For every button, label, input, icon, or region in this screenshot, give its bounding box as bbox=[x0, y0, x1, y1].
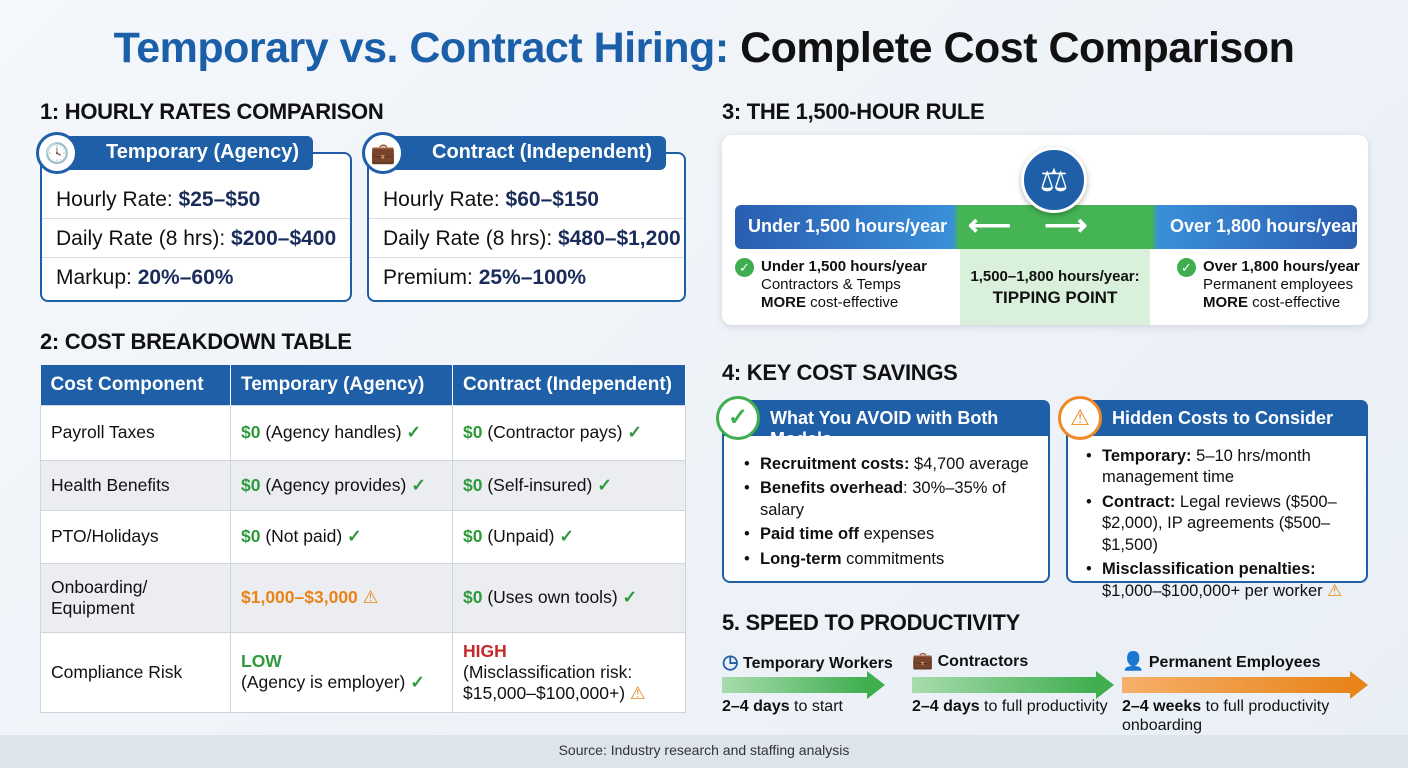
clock-icon: 🕓 bbox=[36, 132, 78, 174]
table-row: Health Benefits $0 (Agency provides) ✓ $0 … bbox=[40, 459, 686, 511]
rate-row: Hourly Rate: $60–$150 bbox=[369, 180, 684, 219]
hidden-costs-header: Hidden Costs to Consider bbox=[1066, 400, 1368, 436]
contractors-arrow bbox=[912, 671, 1114, 699]
contract-rates-card: Hourly Rate: $60–$150 Daily Rate (8 hrs)… bbox=[367, 152, 686, 302]
briefcase-icon: 💼 bbox=[362, 132, 404, 174]
check-icon: ✓ bbox=[347, 526, 362, 546]
contractors-speed: 2–4 days to full productivity bbox=[912, 698, 1108, 715]
column-header: Cost Component bbox=[40, 365, 231, 405]
over-band-label: Over 1,800 hours/year bbox=[1170, 216, 1359, 236]
rate-row: Markup: 20%–60% bbox=[56, 266, 234, 289]
permanent-employees-label: 👤 Permanent Employees bbox=[1122, 651, 1321, 671]
list-item: Recruitment costs: $4,700 average bbox=[744, 454, 1036, 476]
section1-heading: 1: HOURLY RATES COMPARISON bbox=[40, 99, 384, 124]
rate-row: Daily Rate (8 hrs): $480–$1,200 bbox=[369, 219, 684, 258]
table-row: PTO/Holidays $0 (Not paid) ✓ $0 (Unpaid) ✓ bbox=[40, 509, 686, 564]
temporary-speed: 2–4 days to start bbox=[722, 698, 843, 715]
rate-row: Hourly Rate: $25–$50 bbox=[42, 180, 350, 219]
list-item: Long-term commitments bbox=[744, 549, 1036, 571]
check-icon: ✓ bbox=[627, 422, 643, 442]
temporary-workers-label: ◷ Temporary Workers bbox=[722, 652, 893, 673]
check-icon: ✓ bbox=[406, 422, 422, 442]
list-item: Misclassification penalties: $1,000–$100… bbox=[1086, 559, 1358, 602]
tipping-point-text: 1,500–1,800 hours/year: TIPPING POINT bbox=[970, 268, 1140, 307]
list-item: Temporary: 5–10 hrs/month management tim… bbox=[1086, 446, 1358, 489]
permanent-speed: 2–4 weeks to full productivity onboardin… bbox=[1122, 698, 1330, 735]
rate-row: Premium: 25%–100% bbox=[383, 266, 587, 289]
column-header: Contract (Independent) bbox=[452, 365, 686, 405]
page-title: Temporary vs. Contract Hiring: Complete … bbox=[113, 24, 1295, 72]
contract-tab: Contract (Independent) bbox=[386, 136, 666, 170]
check-icon: ✓ bbox=[410, 672, 425, 692]
list-item: Contract: Legal reviews ($500–$2,000), I… bbox=[1086, 492, 1358, 556]
section3-heading: 3: THE 1,500-HOUR RULE bbox=[722, 99, 985, 124]
section4-heading: 4: KEY COST SAVINGS bbox=[722, 360, 958, 385]
briefcase-icon: 💼 bbox=[912, 651, 934, 670]
temporary-tab: Temporary (Agency) bbox=[60, 136, 314, 170]
check-circle-icon: ✓ bbox=[735, 258, 754, 277]
list-item: Paid time off expenses bbox=[744, 524, 1036, 546]
scale-icon: ⚖ bbox=[1021, 147, 1087, 213]
warning-icon: ⚠ bbox=[362, 587, 379, 607]
warning-icon: ⚠ bbox=[629, 682, 646, 703]
rate-row: Daily Rate (8 hrs): $200–$400 bbox=[42, 219, 350, 258]
table-row: Compliance Risk LOW (Agency is employer) ✓… bbox=[40, 631, 686, 713]
under-band-label: Under 1,500 hours/year bbox=[748, 216, 948, 236]
section5-heading: 5. SPEED TO PRODUCTIVITY bbox=[722, 610, 1021, 635]
over-description: ✓ Over 1,800 hours/year Permanent employe… bbox=[1177, 258, 1360, 312]
table-row: Onboarding/ Equipment $1,000–$3,000 ⚠ $0 (… bbox=[40, 562, 686, 633]
footer-source: Source: Industry research and staffing a… bbox=[0, 735, 1408, 768]
contractors-label: 💼 Contractors bbox=[912, 651, 1029, 670]
temporary-rates-card: Hourly Rate: $25–$50 Daily Rate (8 hrs):… bbox=[40, 152, 352, 302]
column-header: Temporary (Agency) bbox=[230, 365, 453, 405]
check-circle-icon: ✓ bbox=[716, 396, 760, 440]
under-description: ✓ Under 1,500 hours/year Contractors & Te… bbox=[735, 258, 927, 312]
check-icon: ✓ bbox=[597, 474, 612, 495]
avoid-card-header: What You AVOID with Both Models bbox=[722, 400, 1050, 449]
hours-band bbox=[735, 205, 1357, 249]
person-icon: 👤 bbox=[1122, 651, 1145, 671]
table-row: Payroll Taxes $0 (Agency handles) ✓ $0 (Co… bbox=[40, 404, 686, 461]
clock-icon: ◷ bbox=[722, 652, 739, 673]
warning-icon: ⚠ bbox=[1327, 581, 1343, 600]
check-circle-icon: ✓ bbox=[1177, 258, 1196, 277]
section2-heading: 2: COST BREAKDOWN TABLE bbox=[40, 329, 352, 354]
list-item: Benefits overhead: 30%–35% of salary bbox=[744, 478, 1036, 521]
check-icon: ✓ bbox=[622, 587, 638, 607]
temporary-arrow bbox=[722, 671, 885, 699]
cost-breakdown-table: Cost Component Temporary (Agency) Contract… bbox=[40, 365, 686, 713]
double-arrow-icon: ⟵ ⟶ bbox=[968, 209, 1088, 242]
check-icon: ✓ bbox=[559, 526, 574, 546]
check-icon: ✓ bbox=[411, 474, 426, 495]
warning-icon: ⚠ bbox=[1058, 396, 1102, 440]
permanent-arrow bbox=[1122, 671, 1368, 699]
